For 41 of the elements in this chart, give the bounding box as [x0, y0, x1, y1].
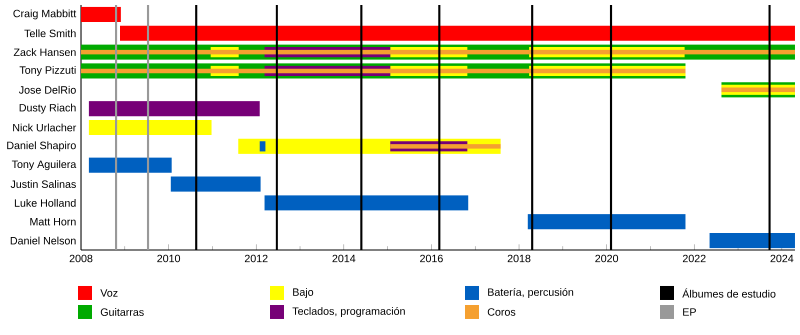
- y-tick-label: Daniel Nelson: [10, 236, 76, 244]
- bar: [528, 214, 686, 230]
- legend-label: Guitarras: [100, 308, 144, 316]
- bar: [120, 26, 795, 41]
- y-tick-label: Jose DelRio: [18, 86, 76, 94]
- y-tick-label: Telle Smith: [24, 29, 76, 38]
- y-tick-label: Dusty Riach: [20, 104, 76, 114]
- x-tick-label: 2020: [595, 254, 618, 262]
- bar: [721, 88, 795, 92]
- bar: [710, 233, 795, 248]
- y-tick-label: Luke Holland: [14, 198, 76, 207]
- y-tick-label: Daniel Shapiro: [7, 141, 76, 152]
- legend-label: Álbumes de estudio: [682, 288, 776, 298]
- bar: [88, 158, 172, 173]
- y-tick-label: Tony Pizzuti: [20, 66, 76, 76]
- legend-label: Voz: [100, 289, 118, 297]
- y-tick-label: Justin Salinas: [10, 180, 76, 188]
- bar: [390, 144, 501, 149]
- legend-label: EP: [683, 308, 696, 316]
- y-tick-label: Nick Urlacher: [13, 124, 76, 132]
- bar: [170, 176, 261, 192]
- legend-label: Batería, percusión: [488, 288, 574, 298]
- bar: [81, 68, 686, 74]
- y-tick-label: Matt Horn: [30, 218, 76, 226]
- x-tick-label: 2022: [682, 254, 706, 262]
- legend-label: Bajo: [293, 288, 314, 298]
- bar: [81, 6, 121, 22]
- x-tick-label: 2012: [244, 254, 268, 262]
- y-tick-label: Zack Hansen: [14, 48, 76, 56]
- legend-label: Coros: [488, 308, 516, 316]
- y-tick-label: Craig Mabbitt: [13, 9, 76, 20]
- legend-label: Teclados, programación: [292, 306, 405, 318]
- x-tick-label: 2010: [157, 254, 180, 262]
- x-tick-label: 2016: [420, 254, 443, 262]
- x-tick-label: 2008: [70, 254, 92, 262]
- x-tick-label: 2014: [332, 254, 356, 262]
- x-tick-label: 2018: [508, 254, 530, 262]
- x-tick-label: 2024: [770, 254, 794, 262]
- y-tick-label: Tony Aguilera: [12, 160, 76, 170]
- bar: [81, 50, 795, 54]
- bar: [264, 195, 468, 210]
